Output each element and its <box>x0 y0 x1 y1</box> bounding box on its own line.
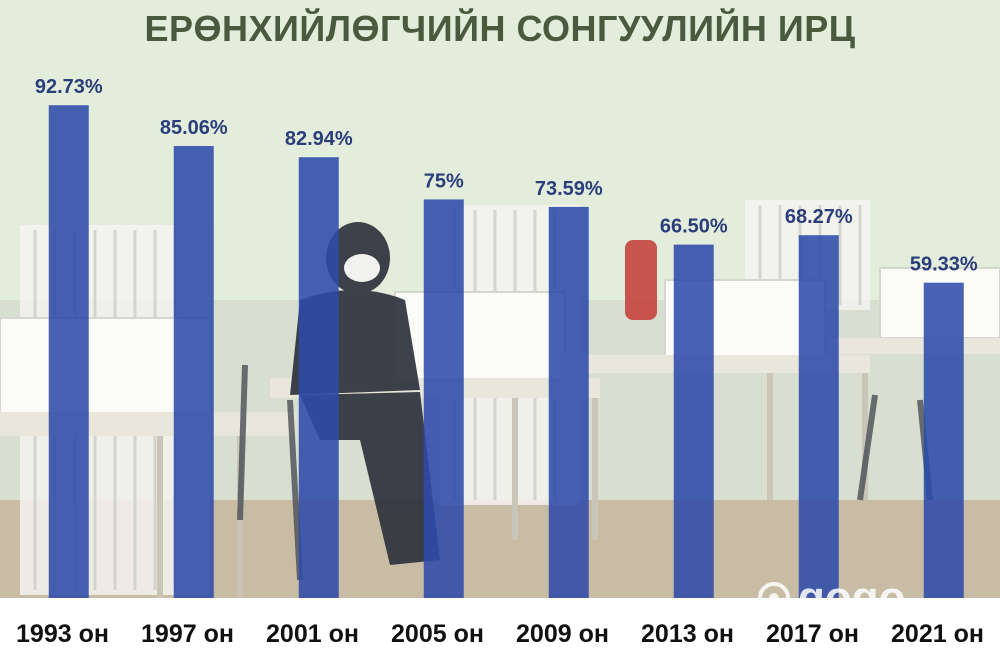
x-tick-label-3: 2005 он <box>391 620 484 648</box>
bar-2 <box>298 157 339 598</box>
bar-1 <box>173 145 214 598</box>
x-tick-label-6: 2017 он <box>766 620 859 648</box>
data-label-2: 82.94% <box>285 128 353 150</box>
bar-4 <box>548 206 589 599</box>
data-label-7: 59.33% <box>910 254 978 276</box>
x-tick-label-4: 2009 он <box>516 620 609 648</box>
bar-7 <box>923 282 964 598</box>
bar-0 <box>48 105 89 598</box>
bar-6 <box>798 235 839 598</box>
watermark-text: gogo <box>798 573 906 622</box>
x-tick-label-2: 2001 он <box>266 620 359 648</box>
chart-title: ЕРӨНХИЙЛӨГЧИЙН СОНГУУЛИЙН ИРЦ <box>144 8 856 49</box>
x-tick-label-0: 1993 он <box>16 620 109 648</box>
x-tick-label-5: 2013 он <box>641 620 734 648</box>
data-label-3: 75% <box>424 170 464 192</box>
bar-3 <box>423 199 464 598</box>
data-label-6: 68.27% <box>785 206 853 228</box>
data-label-1: 85.06% <box>160 117 228 139</box>
data-label-5: 66.50% <box>660 216 728 238</box>
data-label-4: 73.59% <box>535 178 603 200</box>
data-label-0: 92.73% <box>35 76 103 98</box>
bar-5 <box>673 244 714 598</box>
x-tick-label-1: 1997 он <box>141 620 234 648</box>
x-tick-label-7: 2021 он <box>891 620 984 648</box>
x-axis-strip <box>0 598 1000 666</box>
watermark-logo: gogo <box>758 573 906 622</box>
